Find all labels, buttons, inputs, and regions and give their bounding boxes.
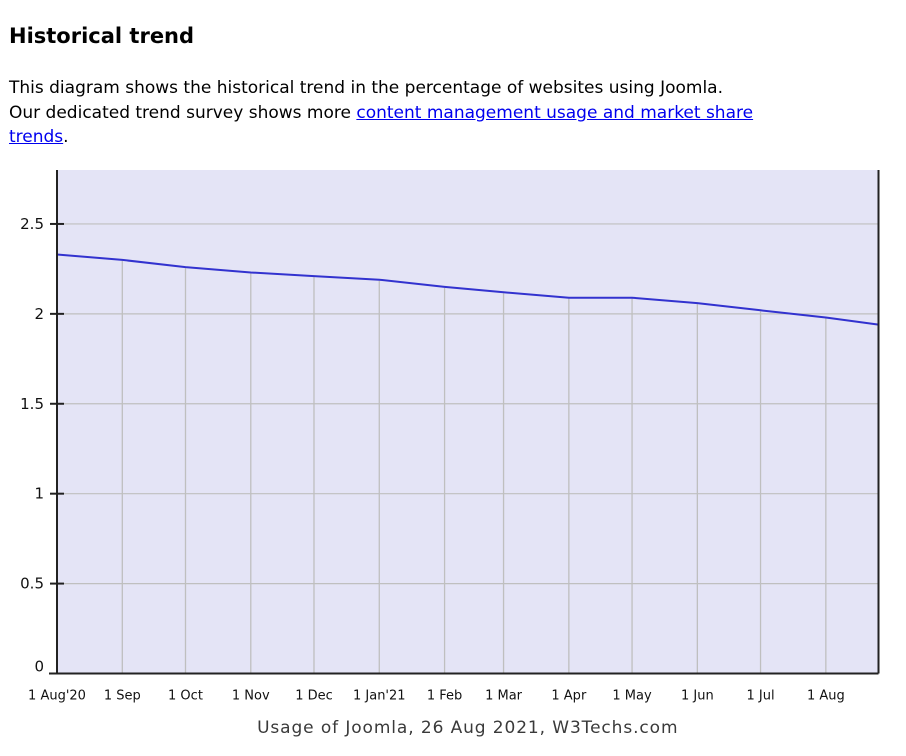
y-axis-label: 2.5	[20, 215, 44, 233]
intro-line1: This diagram shows the historical trend …	[9, 78, 724, 98]
plot-background	[57, 170, 879, 674]
y-axis-label: 0	[34, 658, 44, 676]
joomla-trend-line	[56, 253, 879, 326]
x-axis-label: 1 May	[612, 689, 652, 704]
x-axis-label: 1 Jun	[681, 689, 714, 704]
intro-paragraph: This diagram shows the historical trend …	[9, 76, 889, 150]
chart-caption: Usage of Joomla, 26 Aug 2021, W3Techs.co…	[257, 718, 678, 738]
x-axis-label: 1 Nov	[232, 689, 270, 704]
x-axis-label: 1 Jan'21	[353, 689, 406, 704]
y-axis-label: 1	[34, 485, 44, 503]
y-axis-label: 1.5	[20, 395, 44, 413]
usage-trend-chart-svg: 0 0.5 1 1.5 2 2.5 1 Aug'20 1 Sep 1 Oct 1 Nov 1 Dec…	[20, 170, 880, 738]
x-axis-label: 1 Aug	[807, 689, 845, 704]
y-axis-label: 2	[34, 305, 44, 323]
cms-trends-link[interactable]: content management usage and market shar…	[9, 103, 753, 148]
x-axis-label: 1 Mar	[485, 689, 523, 704]
cms-trends-link-line2[interactable]: trends	[9, 127, 64, 147]
x-axis-label: 1 Apr	[551, 689, 587, 704]
x-axis-label: 1 Jul	[746, 689, 774, 704]
page-title: Historical trend	[9, 24, 195, 48]
intro-line2-prefix: Our dedicated trend survey shows more	[9, 102, 357, 123]
x-axis-label: 1 Sep	[104, 689, 141, 704]
historical-trend-chart: 0 0.5 1 1.5 2 2.5 1 Aug'20 1 Sep 1 Oct 1 Nov 1 Dec…	[0, 160, 906, 756]
cms-trends-link-line1[interactable]: content management usage and market shar…	[356, 102, 754, 123]
x-axis-label: 1 Feb	[427, 689, 462, 704]
intro-after-link: .	[63, 127, 69, 147]
y-axis-label: 0.5	[20, 575, 44, 593]
x-axis-label: 1 Aug'20	[28, 689, 86, 704]
x-axis-label: 1 Dec	[295, 689, 333, 704]
x-axis-label: 1 Oct	[168, 689, 203, 704]
